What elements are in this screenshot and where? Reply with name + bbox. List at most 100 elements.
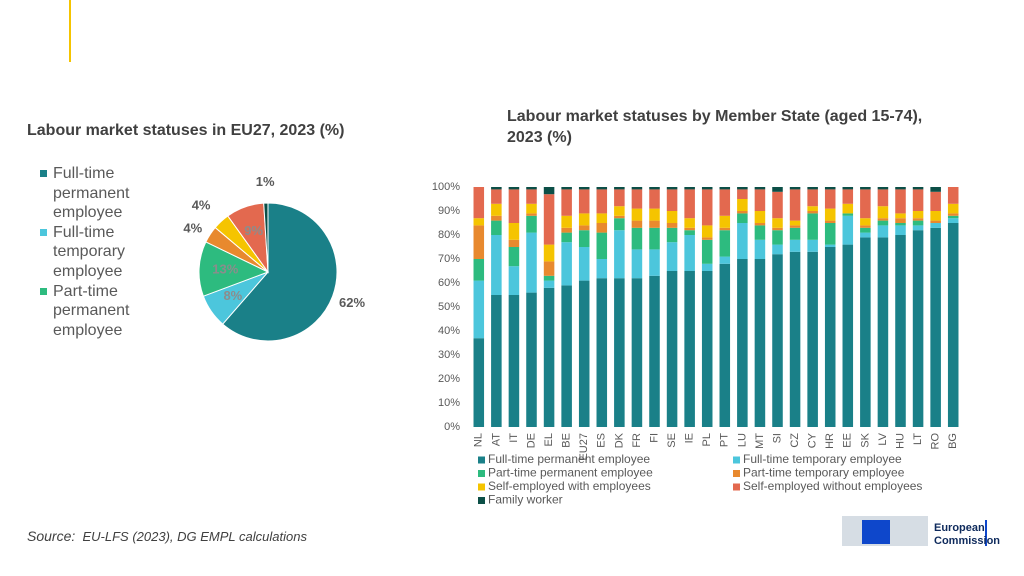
bar-segment <box>614 218 625 231</box>
bar-segment <box>807 211 818 214</box>
bar-segment <box>561 232 572 243</box>
bar-segment <box>807 239 818 252</box>
bar-segment <box>526 215 537 233</box>
y-tick-label: 90% <box>438 205 460 217</box>
bar-segment <box>895 218 906 223</box>
x-tick-label: FR <box>631 433 643 448</box>
bar-segment <box>912 220 924 226</box>
bar-segment <box>526 232 537 293</box>
bar-segment <box>895 189 906 214</box>
bar-segment <box>543 261 555 276</box>
bar-segment <box>473 187 485 219</box>
bar-segment <box>543 194 555 245</box>
bar-segment <box>877 189 889 207</box>
x-tick-label: DK <box>613 432 625 448</box>
y-tick-label: 40% <box>438 325 460 337</box>
bar-segment <box>578 189 590 214</box>
x-tick-label: NL <box>473 433 485 447</box>
bar-segment <box>719 227 731 231</box>
x-tick-label: ES <box>596 433 608 448</box>
bar-segment <box>930 191 941 211</box>
bar-segment <box>860 218 871 226</box>
accent-line <box>69 0 71 62</box>
bar-segment <box>754 223 766 226</box>
bar-segment <box>772 191 783 219</box>
bar-segment <box>912 187 924 190</box>
bar-segment <box>526 203 537 214</box>
bar-segment <box>701 187 713 190</box>
bar-segment <box>947 218 959 223</box>
legend-item: Part-time permanent employee <box>40 282 150 341</box>
pie-slice <box>263 202 269 273</box>
bar-segment <box>596 213 608 223</box>
bar-segment <box>789 189 801 221</box>
bar-segment <box>491 235 502 295</box>
logo-text: European <box>934 522 985 534</box>
bar-segment <box>684 227 695 231</box>
legend-swatch <box>40 287 47 295</box>
bar-segment <box>737 187 748 190</box>
bar-segment <box>895 225 906 235</box>
x-tick-label: HU <box>894 433 906 449</box>
bar-segment <box>614 230 625 279</box>
legend-item: Full-time temporary employee <box>40 223 150 282</box>
bar-segment <box>666 223 678 228</box>
bar-segment <box>824 208 836 221</box>
bar-segment <box>631 278 643 427</box>
bar-segment <box>930 220 941 223</box>
bar-segment <box>772 244 783 255</box>
bar-segment <box>666 271 678 427</box>
bar-segment <box>561 215 572 228</box>
bar-segment <box>719 230 731 257</box>
bar-segment <box>842 189 854 204</box>
y-tick-label: 30% <box>438 349 460 361</box>
bar-segment <box>807 189 818 207</box>
x-tick-label: EE <box>842 433 854 448</box>
bar-segment <box>754 187 766 190</box>
bar-segment <box>737 211 748 214</box>
x-tick-label: CZ <box>789 433 801 448</box>
bar-segment <box>543 244 555 262</box>
bar-segment <box>737 259 748 427</box>
bar-segment <box>860 227 871 233</box>
bar-segment <box>737 223 748 259</box>
bar-segment <box>596 278 608 427</box>
pie-title: Labour market statuses in EU27, 2023 (%) <box>27 122 345 139</box>
bar-segment <box>473 338 485 427</box>
legend-swatch <box>733 456 740 464</box>
bar-segment <box>701 237 713 240</box>
bar-segment <box>807 251 818 427</box>
bar-segment <box>737 199 748 211</box>
bar-segment <box>807 213 818 240</box>
bar-segment <box>491 215 502 221</box>
x-tick-label: HR <box>824 433 836 449</box>
bar-segment <box>947 223 959 427</box>
bar-segment <box>631 249 643 279</box>
x-tick-label: SE <box>666 433 678 448</box>
bar-segment <box>596 223 608 233</box>
pie-slice <box>222 202 338 342</box>
bar-segment <box>754 259 766 427</box>
bar-segment <box>684 189 695 219</box>
y-tick-label: 100% <box>432 181 460 193</box>
x-tick-label: PT <box>719 433 731 447</box>
bar-segment <box>930 223 941 228</box>
bar-segment <box>508 187 520 190</box>
bar-segment <box>947 215 959 219</box>
y-tick-label: 80% <box>438 229 460 241</box>
x-tick-label: SI <box>771 433 783 443</box>
bar-title: Labour market statuses by Member State (… <box>507 108 923 146</box>
legend-label: Self-employed without employees <box>743 479 922 493</box>
bar-segment <box>860 232 871 238</box>
x-tick-label: DE <box>525 433 537 448</box>
x-tick-label: LT <box>912 433 924 445</box>
bar-segment <box>947 213 959 216</box>
bar-segment <box>631 227 643 250</box>
bar-segment <box>842 215 854 245</box>
bar-segment <box>614 187 625 190</box>
legend-swatch <box>40 228 47 236</box>
data-label: 1% <box>256 174 275 189</box>
bar-segment <box>789 227 801 240</box>
legend-label: Full-time permanent employee <box>53 165 130 222</box>
